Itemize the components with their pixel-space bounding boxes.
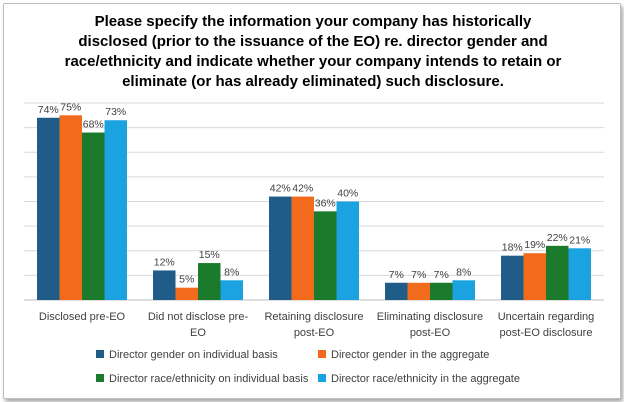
bar-0-3 — [104, 120, 127, 300]
data-label-1-1: 5% — [179, 274, 194, 286]
legend-item-1: Director gender in the aggregate — [318, 349, 489, 361]
bar-1-3 — [220, 280, 243, 300]
category-label-0: Disclosed pre-EO — [39, 311, 126, 323]
bar-4-3 — [568, 248, 591, 300]
legend-item-2: Director race/ethnicity on individual ba… — [96, 373, 308, 385]
data-label-3-2: 7% — [434, 269, 449, 281]
data-label-0-1: 75% — [60, 101, 81, 113]
data-label-4-1: 19% — [524, 239, 545, 251]
bar-3-2 — [430, 282, 453, 300]
data-label-1-2: 15% — [199, 249, 220, 261]
bar-2-2 — [314, 211, 337, 300]
bar-3-1 — [407, 282, 430, 300]
legend-label-1: Director gender in the aggregate — [331, 349, 490, 361]
bar-4-1 — [523, 253, 546, 300]
legend-item-3: Director race/ethnicity in the aggregate — [318, 373, 520, 385]
data-label-2-2: 36% — [315, 197, 336, 209]
data-label-4-0: 18% — [502, 242, 523, 254]
bar-1-1 — [175, 287, 198, 300]
data-label-1-3: 8% — [224, 266, 239, 278]
legend-swatch-2 — [96, 374, 104, 382]
category-label-2: Retaining disclosure — [264, 311, 363, 323]
bar-3-3 — [452, 280, 475, 300]
category-label-4: Uncertain regarding — [498, 311, 595, 323]
data-label-0-3: 73% — [105, 106, 126, 118]
legend-swatch-0 — [96, 350, 104, 358]
bar-4-2 — [546, 245, 569, 300]
category-label-3-line2: post-EO — [410, 327, 451, 339]
category-label-3: Eliminating disclosure — [377, 311, 483, 323]
bar-0-1 — [59, 115, 82, 300]
data-label-3-1: 7% — [411, 269, 426, 281]
legend-swatch-3 — [318, 374, 326, 382]
category-label-1-line2: EO — [190, 327, 206, 339]
data-label-3-3: 8% — [456, 266, 471, 278]
data-label-0-0: 74% — [38, 104, 59, 116]
chart-title: Please specify the information your comp… — [64, 13, 562, 90]
bar-2-3 — [336, 201, 359, 300]
bar-0-2 — [82, 132, 105, 300]
legend-label-2: Director race/ethnicity on individual ba… — [109, 373, 309, 385]
legend-label-0: Director gender on individual basis — [109, 349, 278, 361]
data-label-1-0: 12% — [154, 256, 175, 268]
bar-4-0 — [501, 255, 524, 300]
category-label-4-line2: post-EO disclosure — [500, 327, 593, 339]
data-label-2-1: 42% — [292, 183, 313, 195]
bar-1-2 — [198, 263, 221, 300]
legend-label-3: Director race/ethnicity in the aggregate — [331, 373, 520, 385]
legend-swatch-1 — [318, 350, 326, 358]
bar-2-1 — [291, 196, 314, 300]
category-label-1: Did not disclose pre- — [148, 311, 249, 323]
data-label-2-3: 40% — [337, 188, 358, 200]
data-label-4-3: 21% — [569, 234, 590, 246]
category-label-2-line2: post-EO — [294, 327, 335, 339]
bar-0-0 — [37, 117, 60, 301]
data-label-2-0: 42% — [270, 183, 291, 195]
bar-2-0 — [269, 196, 292, 300]
data-label-0-2: 68% — [83, 119, 104, 131]
legend-item-0: Director gender on individual basis — [96, 349, 278, 361]
data-label-4-2: 22% — [547, 232, 568, 244]
data-label-3-0: 7% — [389, 269, 404, 281]
bar-3-0 — [385, 282, 408, 300]
bar-1-0 — [153, 270, 176, 300]
